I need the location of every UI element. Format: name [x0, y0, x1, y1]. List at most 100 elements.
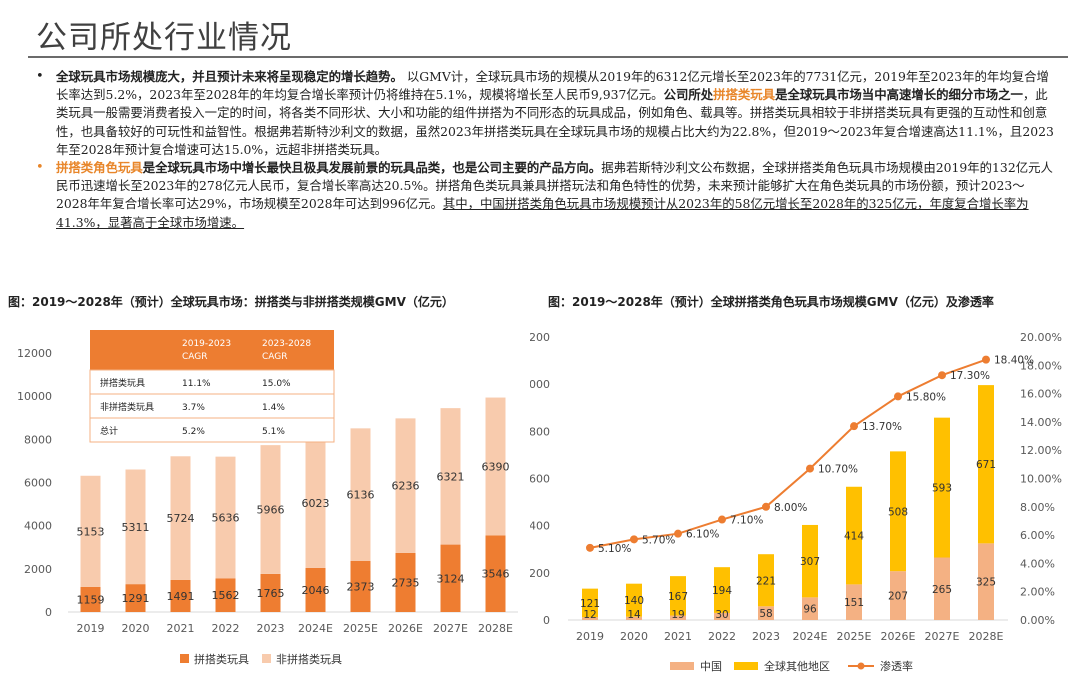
penetration-label: 7.10% — [730, 515, 763, 527]
x-axis-tick-label: 2028E — [478, 622, 513, 635]
bar-rest-of-world — [670, 576, 686, 616]
bullet-text-1: 全球玩具市场规模庞大，并且预计未来将呈现稳定的增长趋势。 以GMV计，全球玩具市… — [56, 69, 1054, 157]
x-axis-tick-label: 2019 — [576, 630, 604, 643]
cagr-cell: 1.4% — [262, 403, 285, 413]
bar-pindajia — [170, 579, 191, 612]
bar-rest-of-world — [846, 486, 862, 585]
data-label: 121 — [580, 598, 600, 610]
bar-pindajia — [260, 573, 281, 612]
bar-china — [714, 612, 730, 620]
bar-fei-pindajia — [395, 418, 416, 553]
legend-label: 非拼搭类玩具 — [276, 652, 342, 666]
data-label: 6136 — [347, 489, 375, 502]
data-label: 1291 — [122, 592, 150, 605]
x-axis-tick-label: 2023 — [752, 630, 780, 643]
bar-rest-of-world — [890, 451, 906, 572]
data-label: 5966 — [257, 504, 285, 517]
y-axis-tick-label: 12000 — [17, 347, 52, 360]
data-label: 19 — [671, 609, 684, 621]
x-axis-tick-label: 2026E — [881, 630, 916, 643]
bullet-2-segment: 其中，中国拼搭类角色玩具市场规模预计从2023年的58亿元增长至2028年的32… — [56, 196, 1029, 230]
data-label: 6023 — [302, 497, 330, 510]
bullet-1-segment: ，此类玩具一般需要消费者投入一定的时间，将各类不同形状、大小和功能的组件拼搭为不… — [56, 87, 1054, 157]
legend-label: 拼搭类玩具 — [194, 652, 249, 666]
right-stacked-bar-line-chart: 0 200 400 600 800 1000 1200 0.00% 2.00% 4.00% 6.00… — [530, 331, 1062, 673]
cagr-table-row — [89, 393, 335, 419]
data-label: 2735 — [392, 576, 420, 589]
y2-axis-tick-label: 8.00% — [1020, 501, 1055, 514]
bullet-dot-icon: • — [36, 160, 44, 176]
bullet-2-segment: 是全球玩具市场中增长最快且极具发展前景的玩具品类，也是公司主要的产品方向。 — [142, 160, 602, 176]
bullet-text-2: 拼搭类角色玩具是全球玩具市场中增长最快且极具发展前景的玩具品类，也是公司主要的产… — [56, 160, 1053, 230]
bar-china — [978, 543, 994, 620]
cagr-table-row — [89, 417, 335, 443]
data-label: 167 — [668, 591, 688, 603]
y-axis-tick-label: 800 — [530, 425, 550, 438]
bullet-list: • 全球玩具市场规模庞大，并且预计未来将呈现稳定的增长趋势。 以GMV计，全球玩… — [34, 68, 1054, 232]
data-label: 151 — [844, 597, 864, 609]
penetration-label: 18.40% — [994, 355, 1034, 367]
legend-swatch — [262, 654, 271, 663]
bar-fei-pindajia — [440, 408, 461, 545]
bullet-1-segment: 全球玩具市场规模庞大，并且预计未来将呈现稳定的增长趋势。 — [56, 69, 403, 84]
x-axis-tick-label: 2025E — [837, 630, 872, 643]
bar-fei-pindajia — [350, 428, 371, 561]
data-label: 6390 — [482, 461, 510, 474]
page-title: 公司所处行业情况 — [36, 20, 292, 56]
data-label: 3546 — [482, 568, 510, 581]
y-axis-tick-label: 2000 — [24, 563, 52, 576]
penetration-line — [589, 358, 987, 549]
cagr-cell: 11.1% — [182, 379, 211, 389]
data-label: 2373 — [347, 580, 375, 593]
legend-swatch — [180, 654, 189, 663]
data-label: 5724 — [167, 512, 195, 525]
cagr-header-cell: CAGR — [182, 352, 208, 362]
penetration-point — [806, 464, 814, 473]
bar-pindajia — [125, 584, 146, 612]
legend-swatch — [734, 662, 758, 670]
bullet-item-2: • 拼搭类角色玩具是全球玩具市场中增长最快且极具发展前景的玩具品类，也是公司主要… — [34, 159, 1054, 232]
data-label: 1491 — [167, 590, 195, 603]
penetration-point — [850, 422, 858, 431]
bullet-dot-icon: • — [36, 69, 44, 84]
y2-axis-tick-label: 10.00% — [1020, 473, 1062, 486]
penetration-label: 15.80% — [906, 391, 946, 403]
x-axis-tick-label: 2020 — [122, 622, 150, 635]
data-label: 1159 — [77, 593, 105, 606]
bullet-1-segment: 公司所处 — [663, 87, 714, 103]
data-label: 1765 — [257, 587, 285, 600]
cagr-header-cell: CAGR — [262, 352, 288, 362]
bar-fei-pindajia — [170, 456, 191, 580]
y2-axis-tick-label: 16.00% — [1020, 388, 1062, 401]
left-chart-title: 图：2019～2028年（预计）全球玩具市场：拼搭类与非拼搭类规模GMV（亿元） — [8, 295, 454, 309]
penetration-point — [894, 392, 902, 401]
data-label: 96 — [803, 604, 817, 616]
y2-axis-tick-label: 6.00% — [1020, 529, 1055, 542]
penetration-point — [938, 371, 946, 380]
y2-axis-tick-label: 20.00% — [1020, 331, 1062, 344]
data-label: 5636 — [212, 511, 240, 524]
data-label: 593 — [932, 483, 952, 495]
data-label: 508 — [888, 506, 908, 518]
bar-fei-pindajia — [485, 397, 506, 536]
cagr-cell: 5.2% — [182, 427, 205, 437]
penetration-point — [674, 529, 682, 538]
penetration-label: 13.70% — [862, 421, 902, 433]
data-label: 14 — [627, 609, 641, 621]
bar-china — [846, 584, 862, 620]
x-axis-tick-label: 2023 — [257, 622, 285, 635]
data-label: 207 — [888, 591, 908, 603]
bar-china — [802, 597, 818, 620]
bar-rest-of-world — [934, 417, 950, 558]
y2-axis-tick-label: 0.00% — [1020, 614, 1055, 627]
bar-pindajia — [440, 544, 461, 612]
data-label: 221 — [756, 575, 776, 587]
bar-rest-of-world — [582, 588, 598, 618]
legend-marker — [857, 662, 865, 670]
cagr-header-cell: 2023-2028 — [262, 339, 311, 349]
penetration-point — [762, 502, 770, 511]
legend-label: 中国 — [700, 660, 722, 673]
cagr-table-row — [89, 369, 335, 395]
bullet-1-segment: 拼搭类玩具 — [713, 87, 776, 103]
x-axis-tick-label: 2019 — [77, 622, 105, 635]
